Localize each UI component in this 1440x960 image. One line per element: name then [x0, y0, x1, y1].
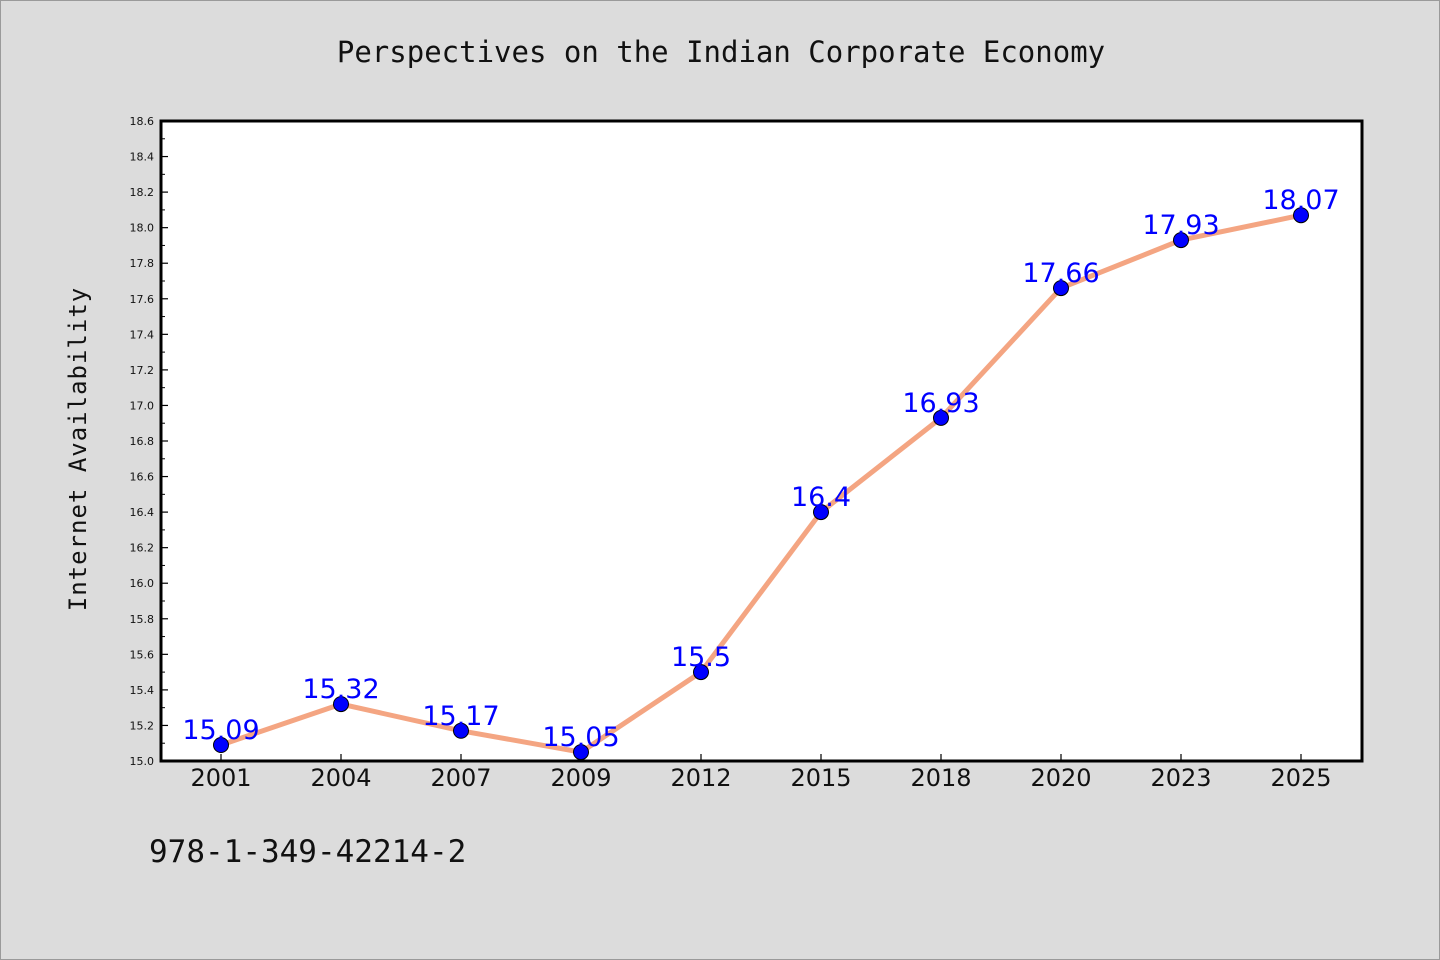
x-tick-label: 2012	[670, 764, 731, 792]
data-label: 15.17	[422, 701, 499, 732]
series-line	[218, 212, 1304, 755]
y-tick-label: 17.8	[130, 257, 155, 270]
data-label: 18.07	[1262, 185, 1339, 216]
data-label: 15.5	[671, 642, 731, 673]
y-tick-label: 18.6	[130, 115, 155, 128]
data-point	[693, 664, 709, 681]
y-tick-label: 16.6	[130, 471, 155, 484]
y-tick-label: 16.0	[130, 577, 155, 590]
plot-area	[161, 121, 1362, 761]
y-tick-label: 17.4	[130, 328, 155, 341]
y-tick-label: 18.2	[130, 186, 155, 199]
x-tick-label: 2020	[1030, 764, 1091, 792]
data-point	[933, 409, 949, 426]
data-point	[213, 737, 229, 753]
x-tick-label: 2001	[190, 764, 251, 792]
data-label: 15.05	[542, 722, 619, 753]
x-tick-label: 2025	[1270, 764, 1331, 792]
y-tick-label: 16.4	[130, 506, 155, 519]
plot-frame	[159, 119, 1364, 763]
data-point	[813, 504, 829, 521]
y-tick-label: 17.0	[130, 399, 155, 412]
data-label: 15.09	[182, 715, 259, 746]
series-markers	[213, 207, 1309, 761]
x-tick-label: 2004	[310, 764, 371, 792]
y-tick-label: 17.2	[130, 364, 155, 377]
y-axis: 15.0 15.2 15.4 15.6 15.8 16.0 16.2 16.4 16.6 16.8…	[130, 115, 168, 768]
data-labels: 15.09 15.32 15.17 15.05 15.5 16.4 16.93 17.66 17…	[182, 185, 1339, 753]
x-tick-label: 2018	[910, 764, 971, 792]
chart-title: Perspectives on the Indian Corporate Eco…	[336, 35, 1106, 69]
y-tick-label: 15.6	[130, 648, 155, 661]
y-tick-label: 15.4	[130, 684, 155, 697]
data-label: 16.93	[902, 388, 979, 419]
y-tick-label: 16.8	[130, 435, 155, 448]
y-tick-label: 15.0	[130, 755, 155, 768]
y-tick-label: 17.6	[130, 293, 155, 306]
x-tick-label: 2007	[430, 764, 491, 792]
y-tick-label: 15.2	[130, 719, 155, 732]
data-point	[1293, 207, 1309, 224]
data-point	[333, 696, 349, 713]
y-axis-label: Internet Availability	[64, 287, 92, 611]
x-tick-label: 2015	[790, 764, 851, 792]
y-tick-label: 16.2	[130, 542, 155, 555]
data-point	[1173, 232, 1189, 249]
y-tick-label: 15.8	[130, 613, 155, 626]
y-tick-label: 18.4	[130, 151, 155, 164]
data-label: 15.32	[302, 674, 379, 705]
isbn-text: 978-1-349-42214-2	[149, 834, 467, 870]
y-tick-label: 18.0	[130, 222, 155, 235]
data-point	[1053, 280, 1069, 297]
x-tick-label: 2023	[1150, 764, 1211, 792]
data-point	[453, 722, 469, 739]
x-axis: 2001 2004 2007 2009 2012 2015 2018 2020 2023 2025	[190, 754, 1332, 792]
data-label: 17.93	[1142, 210, 1219, 241]
data-label: 17.66	[1022, 258, 1099, 289]
x-tick-label: 2009	[550, 764, 611, 792]
data-label: 16.4	[791, 482, 851, 513]
